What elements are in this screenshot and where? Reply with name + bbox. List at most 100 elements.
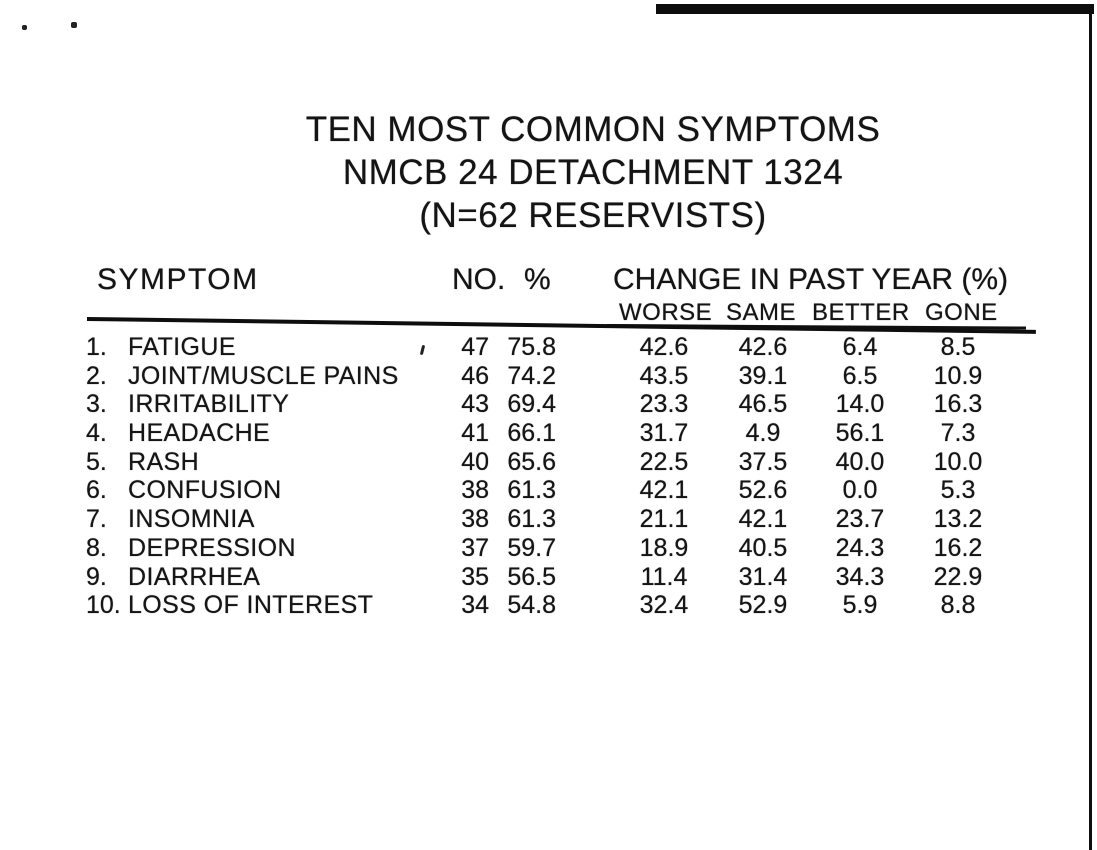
row-change-worse: 18.9: [639, 533, 689, 562]
row-symptom: DEPRESSION: [128, 533, 296, 562]
row-change-gone: 7.3: [940, 419, 976, 448]
table-row: 2. JOINT/MUSCLE PAINS 46 74.2 43.5 39.1 …: [0, 362, 1097, 391]
row-change-better: 6.4: [842, 333, 878, 361]
row-percent: 56.5: [507, 562, 556, 591]
row-change-gone: 22.9: [933, 562, 983, 591]
column-header-worse: WORSE: [619, 299, 713, 326]
row-change-better: 14.0: [835, 390, 885, 419]
row-change-better: 6.5: [842, 361, 878, 390]
row-count: 40: [461, 447, 489, 476]
row-percent: 75.8: [507, 333, 556, 361]
row-count: 37: [461, 533, 489, 562]
row-percent: 69.4: [507, 390, 556, 419]
column-header-better: BETTER: [812, 299, 910, 326]
row-change-gone: 5.3: [940, 476, 976, 505]
document-title: TEN MOST COMMON SYMPTOMS NMCB 24 DETACHM…: [243, 108, 943, 237]
row-change-worse: 42.6: [639, 333, 689, 361]
row-symptom: HEADACHE: [128, 419, 271, 448]
row-change-same: 52.6: [738, 476, 788, 505]
row-change-same: 42.1: [738, 505, 788, 534]
scan-artifact-page-edge-line: [1089, 9, 1092, 850]
row-change-better: 24.3: [835, 533, 885, 562]
row-change-worse: 11.4: [640, 562, 688, 591]
scan-artifact-top-bar: [656, 4, 1094, 14]
row-change-same: 52.9: [738, 591, 788, 620]
column-header-symptom: SYMPTOM: [97, 263, 259, 296]
row-rank: 4.: [86, 419, 107, 448]
table-row: 6. CONFUSION 38 61.3 42.1 52.6 0.0 5.3: [0, 476, 1097, 505]
row-percent: 54.8: [507, 591, 556, 620]
row-change-better: 0.0: [842, 476, 878, 505]
row-change-worse: 42.1: [639, 476, 689, 505]
column-header-same: SAME: [726, 299, 797, 326]
row-change-better: 34.3: [835, 562, 885, 591]
row-change-gone: 10.0: [933, 447, 983, 476]
row-change-worse: 32.4: [639, 591, 689, 620]
row-change-better: 23.7: [835, 505, 885, 534]
row-count: 35: [461, 562, 489, 591]
row-change-worse: 21.1: [639, 505, 689, 534]
row-count: 38: [461, 476, 489, 505]
row-count: 41: [461, 419, 489, 448]
row-change-worse: 43.5: [639, 361, 689, 390]
table-body: 1. FATIGUE 47 75.8 42.6 42.6 6.4 8.5 2. …: [0, 333, 1097, 620]
row-change-same: 46.5: [738, 390, 788, 419]
row-symptom: CONFUSION: [128, 476, 282, 505]
row-change-worse: 22.5: [639, 447, 689, 476]
row-change-gone: 16.2: [933, 533, 983, 562]
row-percent: 61.3: [507, 505, 556, 534]
table-row: 7. INSOMNIA 38 61.3 21.1 42.1 23.7 13.2: [0, 505, 1097, 534]
row-change-same: 40.5: [738, 533, 788, 562]
row-symptom: DIARRHEA: [128, 562, 261, 591]
row-change-same: 42.6: [738, 333, 788, 361]
row-symptom: LOSS OF INTEREST: [128, 591, 374, 620]
row-symptom: FATIGUE: [128, 333, 236, 361]
title-line-3: (N=62 RESERVISTS): [419, 196, 767, 235]
row-rank: 10.: [86, 591, 121, 620]
row-symptom: INSOMNIA: [128, 505, 255, 534]
row-change-better: 5.9: [842, 591, 878, 620]
row-change-gone: 13.2: [933, 505, 983, 534]
row-percent: 74.2: [507, 361, 556, 390]
table-row: 9. DIARRHEA 35 56.5 11.4 31.4 34.3 22.9: [0, 563, 1097, 592]
row-change-better: 56.1: [835, 419, 885, 448]
column-header-percent: %: [524, 263, 551, 296]
row-change-same: 39.1: [738, 361, 788, 390]
row-percent: 61.3: [507, 476, 556, 505]
column-header-change-group: CHANGE IN PAST YEAR (%): [613, 263, 1009, 296]
column-header-gone: GONE: [925, 299, 998, 326]
row-count: 47: [461, 333, 489, 361]
row-change-better: 40.0: [835, 447, 885, 476]
row-rank: 2.: [86, 361, 107, 390]
row-change-worse: 31.7: [639, 419, 689, 448]
row-symptom: JOINT/MUSCLE PAINS: [128, 361, 399, 390]
row-count: 43: [461, 390, 489, 419]
row-rank: 9.: [86, 562, 107, 591]
row-change-gone: 8.5: [940, 333, 976, 361]
row-symptom: RASH: [128, 447, 200, 476]
row-change-same: 31.4: [738, 562, 788, 591]
row-count: 46: [461, 361, 489, 390]
column-header-no: NO.: [452, 263, 506, 296]
row-change-gone: 10.9: [933, 361, 983, 390]
row-rank: 7.: [86, 505, 107, 534]
row-count: 38: [461, 505, 489, 534]
table-row: 1. FATIGUE 47 75.8 42.6 42.6 6.4 8.5: [0, 333, 1097, 362]
row-change-same: 37.5: [738, 447, 788, 476]
row-rank: 8.: [86, 533, 107, 562]
row-change-gone: 8.8: [940, 591, 976, 620]
table-row: 5. RASH 40 65.6 22.5 37.5 40.0 10.0: [0, 448, 1097, 477]
row-change-same: 4.9: [745, 419, 781, 448]
row-percent: 59.7: [507, 533, 556, 562]
title-line-2: NMCB 24 DETACHMENT 1324: [342, 153, 844, 192]
row-percent: 65.6: [507, 447, 556, 476]
row-rank: 3.: [86, 390, 107, 419]
title-line-1: TEN MOST COMMON SYMPTOMS: [305, 110, 881, 149]
row-rank: 5.: [86, 447, 107, 476]
scan-speck: [22, 25, 27, 30]
row-symptom: IRRITABILITY: [128, 390, 290, 419]
table-row: 8. DEPRESSION 37 59.7 18.9 40.5 24.3 16.…: [0, 534, 1097, 563]
row-percent: 66.1: [507, 419, 556, 448]
table-row: 10. LOSS OF INTEREST 34 54.8 32.4 52.9 5…: [0, 591, 1097, 620]
